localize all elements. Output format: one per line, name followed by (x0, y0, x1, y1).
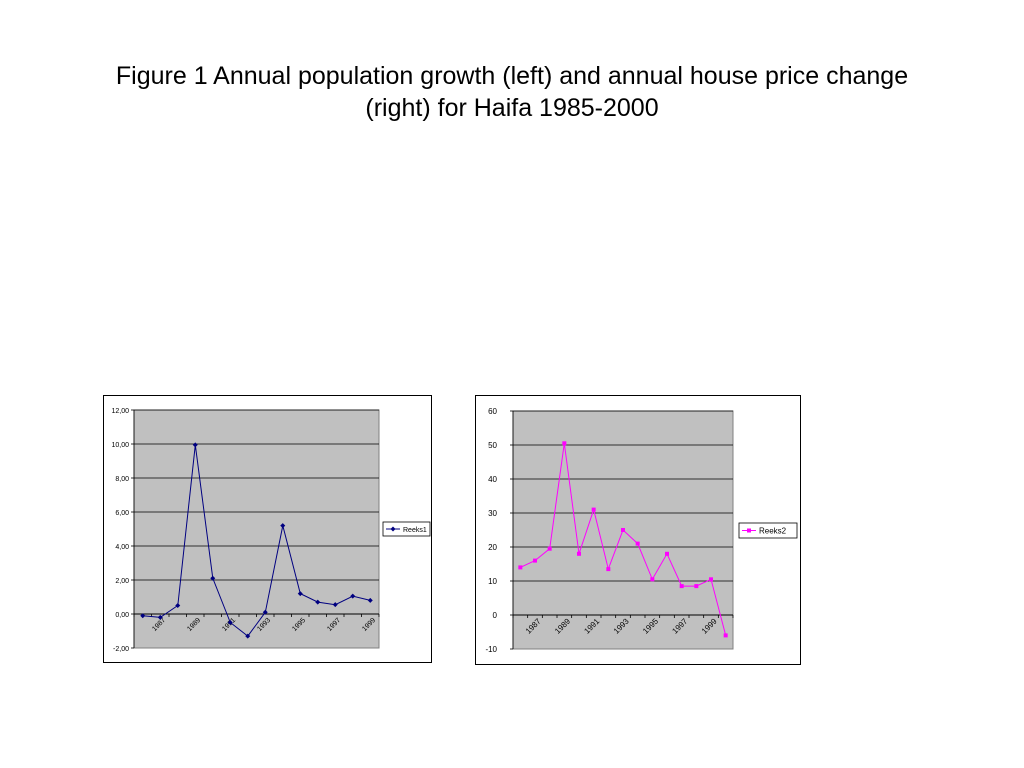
data-point (665, 551, 669, 556)
y-tick-label: 10,00 (111, 442, 129, 449)
y-tick-label: 12,00 (111, 408, 129, 415)
data-point (192, 442, 198, 448)
data-point (547, 546, 552, 551)
data-point (650, 577, 655, 582)
data-point (210, 575, 216, 581)
data-point (175, 603, 181, 608)
data-point (262, 609, 268, 615)
data-point (518, 565, 523, 570)
data-point (227, 620, 233, 625)
legend-label: Reeks1 (403, 527, 427, 534)
y-tick-label: 2,00 (115, 578, 129, 585)
data-point (577, 551, 581, 556)
data-point (562, 441, 567, 446)
data-point (367, 597, 373, 603)
data-point (635, 541, 640, 546)
y-tick-label: -10 (485, 645, 497, 654)
data-point (606, 567, 611, 572)
data-point (591, 507, 596, 512)
data-point (245, 633, 251, 639)
data-point (694, 584, 699, 589)
population-series-line (142, 444, 371, 637)
data-point (709, 577, 713, 582)
legend-label: Reeks2 (759, 527, 787, 536)
y-tick-label: 0 (493, 611, 498, 620)
y-tick-label: 10 (488, 577, 497, 586)
y-tick-label: 6,00 (115, 510, 129, 517)
legend-swatch-marker (390, 526, 396, 532)
figure-title: Figure 1 Annual population growth (left)… (0, 60, 1024, 124)
y-tick-label: 0,00 (115, 612, 129, 619)
data-point (157, 614, 163, 620)
y-tick-label: 30 (488, 509, 497, 518)
legend-box (738, 522, 798, 539)
data-point (297, 591, 303, 597)
data-point (140, 613, 146, 619)
y-tick-label: 60 (488, 407, 497, 416)
data-point (533, 558, 537, 563)
data-point (350, 593, 356, 599)
legend-swatch-marker (747, 528, 751, 533)
data-point (621, 528, 625, 532)
y-tick-label: 40 (488, 475, 497, 484)
data-point (679, 584, 684, 589)
y-tick-label: 50 (488, 441, 497, 450)
y-tick-label: 8,00 (115, 476, 129, 483)
data-point (280, 523, 286, 529)
data-point (315, 599, 321, 605)
population-growth-chart: 12,00 10,00 8,00 6,00 4,00 2,00 0,00 -2,00 1987 1… (103, 395, 432, 663)
y-tick-label: -2,00 (113, 646, 129, 653)
data-point (723, 633, 728, 638)
y-tick-label: 20 (488, 543, 497, 552)
legend-box (382, 521, 431, 537)
data-point (332, 602, 338, 608)
plot-area (133, 409, 380, 649)
figure-title-line-1: Figure 1 Annual population growth (left)… (115, 62, 909, 90)
house-price-change-chart: 60 50 40 30 20 10 0 -10 1987 1989 1991 1993 1995 1997… (475, 395, 801, 665)
y-tick-label: 4,00 (115, 544, 129, 551)
figure-title-line-2: (right) for Haifa 1985-2000 (365, 94, 659, 122)
